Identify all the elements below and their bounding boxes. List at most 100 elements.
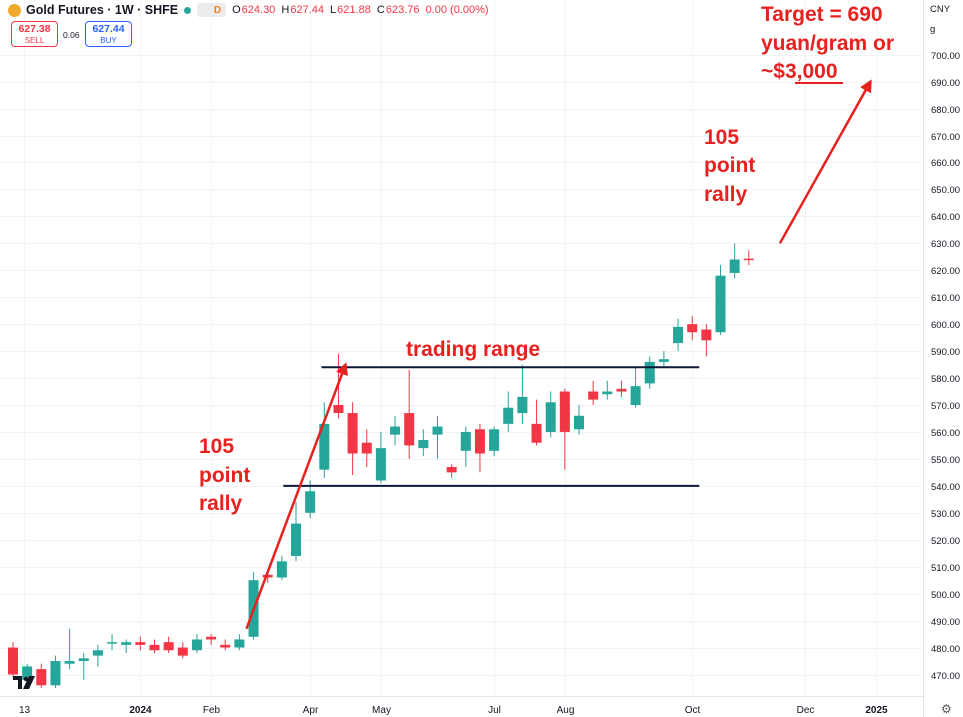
- candle-body: [460, 431, 471, 451]
- candle-body: [347, 413, 358, 454]
- price-tick-label: 540.00: [931, 482, 960, 493]
- spread-value: 0.06: [63, 30, 80, 40]
- rally-arrow-2: [778, 79, 872, 244]
- candle-body: [177, 647, 188, 656]
- price-tick-label: 610.00: [931, 293, 960, 304]
- candle-body: [305, 491, 316, 513]
- sell-price: 627.38: [18, 23, 51, 35]
- time-tick-label: May: [372, 705, 391, 716]
- candle-body: [602, 391, 613, 395]
- time-tick-label: Apr: [303, 705, 319, 716]
- candle-body: [319, 423, 330, 470]
- price-axis[interactable]: 470.00 480.00 490.00 500.00 510.00 520.00 530.…: [931, 51, 960, 682]
- price-tick-label: 680.00: [931, 105, 960, 116]
- time-tick-label: Dec: [797, 705, 815, 716]
- candle-body: [78, 658, 89, 662]
- upper-rally-line-2: point: [704, 154, 755, 177]
- tradingview-logo-icon[interactable]: [13, 676, 39, 689]
- sell-button[interactable]: 627.38 SELL: [11, 21, 58, 47]
- candle-body: [630, 386, 641, 405]
- price-tick-label: 500.00: [931, 590, 960, 601]
- candle-body: [191, 639, 202, 651]
- time-axis[interactable]: 13 2024 Feb Apr May Jul Aug Oct Dec 2025: [19, 705, 888, 716]
- candle-body: [135, 642, 146, 645]
- candle-body: [489, 429, 500, 451]
- candle-body: [559, 391, 570, 432]
- price-tick-label: 690.00: [931, 78, 960, 89]
- ohlc-readout: O624.30 H627.44 L621.88 C623.76 0.00 (0.…: [232, 4, 491, 16]
- candle-body: [22, 666, 33, 680]
- low-label: L: [330, 4, 337, 16]
- candle-body: [446, 466, 457, 473]
- high-value: 627.44: [290, 4, 324, 16]
- candle-body: [545, 402, 556, 432]
- time-tick-label: Oct: [685, 705, 701, 716]
- candle-body: [729, 259, 740, 273]
- close-value: 623.76: [385, 4, 420, 16]
- trading-range-label: trading range: [406, 338, 540, 361]
- candle-body: [658, 359, 669, 362]
- candle-body: [375, 448, 386, 481]
- candle-body: [517, 396, 528, 414]
- candle-body: [149, 644, 160, 651]
- upper-rally-line-3: rally: [704, 183, 748, 206]
- candle-body: [715, 275, 726, 333]
- candle-body: [432, 426, 443, 435]
- change-value: 0.00 (0.00%): [425, 4, 489, 16]
- price-tick-label: 510.00: [931, 563, 960, 574]
- candle-body: [616, 388, 627, 392]
- buy-button[interactable]: 627.44 BUY: [85, 21, 132, 47]
- grid-lines: [0, 0, 923, 696]
- candle-body: [743, 258, 754, 261]
- target-annotation-line-3: ~$3,000: [761, 60, 838, 83]
- open-value: 624.30: [241, 4, 276, 16]
- price-tick-label: 620.00: [931, 266, 960, 277]
- candle-body: [92, 650, 103, 656]
- lower-rally-line-2: point: [199, 464, 250, 487]
- upper-rally-line-1: 105: [704, 126, 739, 149]
- buy-price: 627.44: [92, 23, 125, 35]
- gold-logo-icon: [8, 3, 21, 17]
- price-tick-label: 590.00: [931, 347, 960, 358]
- symbol-header[interactable]: Gold Futures · 1W · SHFE D O624.30 H627.…: [8, 2, 492, 18]
- price-tick-label: 480.00: [931, 644, 960, 655]
- lower-rally-line-3: rally: [199, 492, 243, 515]
- price-tick-label: 570.00: [931, 401, 960, 412]
- time-tick-label: Aug: [557, 705, 575, 716]
- candle-body: [531, 423, 542, 443]
- candle-body: [701, 329, 712, 341]
- candle-body: [206, 636, 217, 640]
- price-tick-label: 650.00: [931, 185, 960, 196]
- time-tick-label: Jul: [488, 705, 501, 716]
- price-tick-label: 630.00: [931, 239, 960, 250]
- price-tick-label: 580.00: [931, 374, 960, 385]
- candle-body: [390, 426, 401, 435]
- candle-body: [64, 661, 75, 664]
- price-tick-label: 560.00: [931, 428, 960, 439]
- candle-body: [418, 440, 429, 449]
- candle-body: [107, 642, 118, 644]
- unit-selector[interactable]: g: [930, 24, 936, 35]
- high-label: H: [281, 4, 290, 16]
- settings-gear-icon[interactable]: ⚙: [941, 702, 952, 716]
- symbol-title[interactable]: Gold Futures · 1W · SHFE: [26, 3, 179, 17]
- lower-rally-line-1: 105: [199, 435, 234, 458]
- delayed-badge[interactable]: D: [197, 3, 227, 17]
- target-annotation-line-1: Target = 690: [761, 3, 883, 26]
- candle-body: [8, 647, 18, 675]
- candle-body: [121, 642, 132, 645]
- candle-body: [163, 642, 174, 651]
- candle-body: [234, 639, 245, 648]
- price-tick-label: 490.00: [931, 617, 960, 628]
- candle-body: [50, 661, 61, 686]
- price-tick-label: 530.00: [931, 509, 960, 520]
- candle-body: [474, 429, 485, 454]
- buy-label: BUY: [100, 36, 117, 45]
- time-tick-label: 2024: [129, 705, 152, 716]
- candle-body: [644, 361, 655, 384]
- low-value: 621.88: [337, 4, 371, 16]
- currency-selector[interactable]: CNY: [930, 4, 951, 15]
- price-tick-label: 520.00: [931, 536, 960, 547]
- candle-body: [588, 391, 599, 400]
